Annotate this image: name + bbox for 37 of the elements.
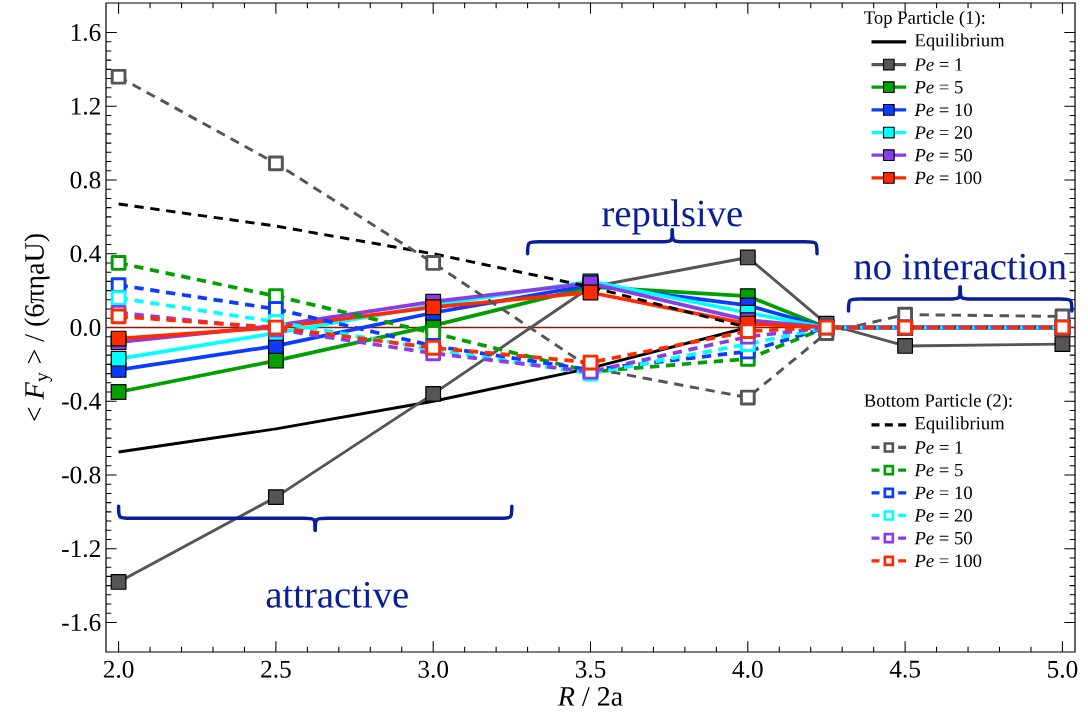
- legend-label: Equilibrium: [914, 33, 1005, 51]
- y-tick-label: 0.8: [70, 171, 101, 189]
- legend-label: Pe = 10: [914, 103, 972, 117]
- legend-label: Pe = 20: [914, 126, 972, 139]
- y-tick-label: 0.4: [70, 245, 101, 263]
- legend-label: Pe = 1: [914, 58, 963, 71]
- legend-label: Pe = 1: [914, 441, 963, 454]
- x-axis-title: R / 2a: [557, 687, 623, 706]
- x-tick-label: 4.5: [889, 660, 920, 678]
- y-tick-label: -1.6: [62, 613, 101, 632]
- x-tick-label: 4.0: [732, 660, 763, 678]
- x-tick-label: 3.0: [418, 660, 449, 678]
- legend-label: Pe = 50: [914, 148, 972, 162]
- y-tick-label: 0.0: [70, 318, 101, 337]
- x-tick-label: 3.5: [575, 660, 606, 678]
- text: Bottom Particle (2):: [864, 393, 1012, 411]
- legend-label: Pe = 5: [914, 463, 963, 477]
- legend-label: Equilibrium: [914, 416, 1005, 434]
- annotation: no interaction: [854, 253, 1067, 280]
- legend-label: Pe = 10: [914, 486, 972, 500]
- legend-label: Pe = 100: [914, 171, 982, 185]
- y-axis-title: < F$_{y}$ > / (6πηaU): [24, 234, 53, 421]
- text: Top Particle (1):: [864, 10, 985, 28]
- annotation: repulsive: [602, 199, 742, 235]
- annotation: attractive: [266, 581, 408, 608]
- y-tick-label: 1.6: [71, 23, 101, 42]
- x-tick-label: 2.0: [103, 660, 134, 678]
- legend-label: Pe = 100: [914, 554, 982, 568]
- y-tick-label: -1.2: [62, 540, 100, 558]
- y-tick-label: -0.4: [62, 392, 101, 410]
- y-tick-label: 1.2: [71, 97, 100, 115]
- legend-label: Pe = 20: [914, 509, 972, 522]
- x-tick-label: 2.5: [261, 660, 291, 678]
- x-tick-label: 5.0: [1048, 660, 1078, 678]
- legend-label: Pe = 50: [914, 531, 972, 545]
- legend-label: Pe = 5: [914, 81, 963, 94]
- y-tick-label: -0.8: [62, 466, 101, 484]
